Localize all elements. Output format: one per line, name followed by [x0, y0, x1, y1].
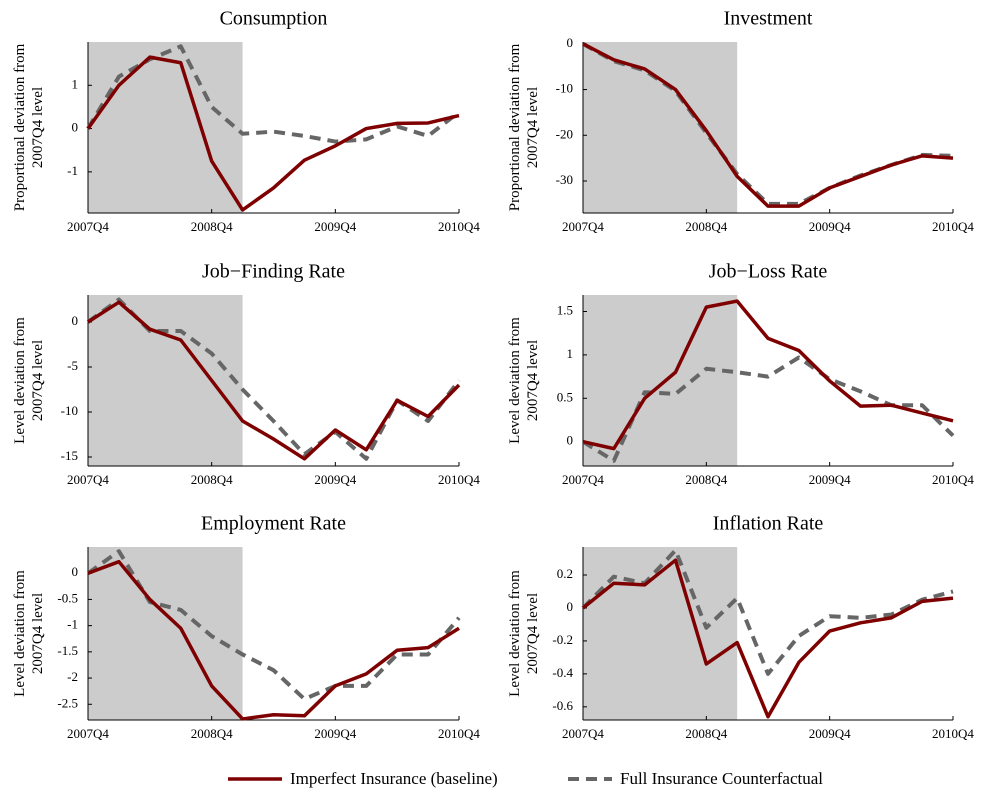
x-tick-label: 2010Q4: [438, 472, 480, 487]
y-axis-label: Level deviation from 2007Q4 level: [507, 317, 541, 444]
y-tick-label: -0.6: [552, 698, 573, 713]
y-tick-label: 0.5: [557, 389, 573, 404]
legend-label: Full Insurance Counterfactual: [620, 769, 823, 788]
x-tick-label: 2010Q4: [932, 726, 974, 741]
y-tick-label: -0.5: [57, 590, 78, 605]
y-axis-label-line: Level deviation from: [12, 570, 28, 697]
y-axis-label-line: Proportional deviation from: [507, 43, 523, 211]
x-tick-label: 2008Q4: [191, 472, 233, 487]
y-tick-label: 0: [567, 599, 574, 614]
x-tick-label: 2007Q4: [67, 726, 109, 741]
x-tick-label: 2009Q4: [314, 219, 356, 234]
y-tick-label: -30: [556, 172, 573, 187]
x-tick-label: 2007Q4: [562, 472, 604, 487]
y-tick-label: 0: [72, 564, 79, 579]
y-tick-label: 1.5: [557, 302, 573, 317]
y-axis-label-line: Proportional deviation from: [12, 43, 28, 211]
panel-title: Job−Finding Rate: [202, 261, 345, 283]
x-tick-label: 2007Q4: [562, 726, 604, 741]
y-axis-label: Level deviation from 2007Q4 level: [12, 570, 46, 697]
shaded-region: [583, 295, 738, 466]
y-tick-label: 0: [72, 120, 79, 135]
y-tick-label: -15: [61, 448, 78, 463]
x-tick-label: 2007Q4: [67, 219, 109, 234]
y-axis-label-line: 2007Q4 level: [30, 340, 46, 421]
y-axis-label: Proportional deviation from 2007Q4 level: [507, 43, 541, 211]
y-axis-label: Level deviation from 2007Q4 level: [507, 570, 541, 697]
panel-title: Investment: [724, 8, 813, 30]
series-line: [87, 559, 460, 721]
panel-title: Inflation Rate: [713, 513, 824, 535]
x-tick-label: 2009Q4: [809, 219, 851, 234]
y-axis-label-line: 2007Q4 level: [525, 593, 541, 674]
y-tick-label: 0: [567, 433, 574, 448]
y-axis-label-line: 2007Q4 level: [30, 87, 46, 168]
y-tick-label: 0: [567, 35, 574, 50]
y-axis-label: Level deviation from 2007Q4 level: [12, 317, 46, 444]
y-tick-label: -0.2: [552, 632, 573, 647]
y-tick-label: 0.2: [557, 566, 573, 581]
series-line: [581, 558, 954, 719]
x-tick-label: 2008Q4: [685, 219, 727, 234]
y-axis-label-line: 2007Q4 level: [30, 593, 46, 674]
y-tick-label: -2: [67, 669, 78, 684]
series-line: [582, 299, 954, 451]
y-tick-label: 1: [72, 76, 79, 91]
x-tick-label: 2009Q4: [314, 472, 356, 487]
y-tick-label: -1: [67, 163, 78, 178]
x-tick-label: 2009Q4: [809, 472, 851, 487]
series-line: [87, 300, 461, 461]
y-tick-label: -5: [67, 358, 78, 373]
y-tick-label: -10: [61, 403, 78, 418]
x-tick-label: 2008Q4: [685, 726, 727, 741]
y-tick-label: 1: [567, 346, 574, 361]
x-tick-label: 2007Q4: [67, 472, 109, 487]
x-tick-label: 2010Q4: [438, 219, 480, 234]
y-tick-label: -20: [556, 126, 573, 141]
y-tick-label: -2.5: [57, 695, 78, 710]
panel-title: Consumption: [220, 8, 328, 30]
y-axis-label-line: 2007Q4 level: [525, 340, 541, 421]
x-tick-label: 2010Q4: [932, 472, 974, 487]
x-tick-label: 2007Q4: [562, 219, 604, 234]
y-axis-label-line: Level deviation from: [12, 317, 28, 444]
x-tick-label: 2008Q4: [191, 726, 233, 741]
x-tick-label: 2009Q4: [809, 726, 851, 741]
x-tick-label: 2010Q4: [932, 219, 974, 234]
shaded-region: [88, 42, 243, 213]
y-axis-label-line: Level deviation from: [507, 570, 523, 697]
y-tick-label: -1.5: [57, 643, 78, 658]
y-axis-label: Proportional deviation from 2007Q4 level: [12, 43, 46, 211]
shaded-region: [583, 547, 738, 720]
shaded-region: [583, 42, 738, 213]
y-tick-label: -10: [556, 81, 573, 96]
y-tick-label: -0.4: [552, 665, 573, 680]
x-tick-label: 2008Q4: [685, 472, 727, 487]
y-axis-label-line: 2007Q4 level: [525, 87, 541, 168]
panel-title: Job−Loss Rate: [709, 261, 828, 283]
x-tick-label: 2010Q4: [438, 726, 480, 741]
shaded-region: [88, 295, 243, 466]
series-line: [582, 42, 954, 208]
x-tick-label: 2008Q4: [191, 219, 233, 234]
panel-title: Employment Rate: [201, 513, 346, 535]
series-line: [86, 549, 461, 702]
y-tick-label: -1: [67, 617, 78, 632]
y-tick-label: 0: [72, 313, 79, 328]
legend-label: Imperfect Insurance (baseline): [290, 769, 498, 788]
x-tick-label: 2009Q4: [314, 726, 356, 741]
series-line: [86, 55, 460, 212]
y-axis-label-line: Level deviation from: [507, 317, 523, 444]
